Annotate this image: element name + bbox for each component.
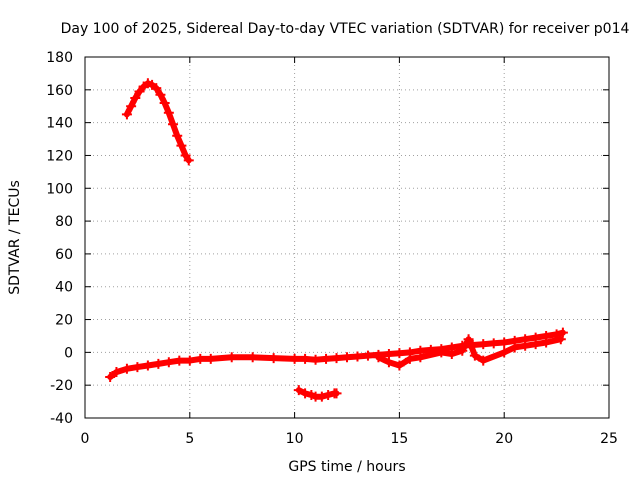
data-point — [323, 390, 334, 401]
data-point — [300, 353, 311, 364]
data-point — [172, 130, 183, 141]
data-points — [105, 78, 568, 402]
data-point — [555, 334, 566, 345]
data-point — [300, 388, 311, 399]
y-tick-label: -20 — [50, 378, 73, 394]
data-point — [446, 349, 457, 360]
data-point — [151, 83, 162, 94]
axis-ticks: 0 5 10 15 20 25 -40 -20 0 20 40 60 80 100 120 140 160 180 — [46, 50, 618, 447]
y-tick-label: 140 — [46, 116, 73, 132]
x-tick-label: 10 — [286, 431, 304, 447]
data-point — [174, 355, 185, 366]
x-axis-label: GPS time / hours — [288, 459, 405, 475]
data-point — [183, 155, 194, 166]
y-tick-label: 40 — [55, 280, 73, 296]
data-point — [268, 353, 279, 364]
data-point — [530, 339, 541, 350]
data-point — [293, 385, 304, 396]
data-point — [404, 353, 415, 364]
data-point — [310, 354, 321, 365]
data-point — [155, 89, 166, 100]
y-tick-label: 60 — [55, 247, 73, 263]
data-point — [132, 362, 143, 373]
data-point — [121, 109, 132, 120]
y-axis-label: SDTVAR / TECUs — [7, 180, 23, 295]
data-point — [362, 350, 373, 361]
data-point — [121, 363, 132, 374]
data-point — [415, 352, 426, 363]
x-tick-label: 15 — [390, 431, 408, 447]
y-tick-label: 100 — [46, 181, 73, 197]
data-point — [499, 347, 510, 358]
data-point — [184, 355, 195, 366]
data-point — [316, 391, 327, 402]
data-point — [478, 339, 489, 350]
data-point — [541, 337, 552, 348]
data-point — [126, 101, 137, 112]
x-tick-label: 25 — [600, 431, 618, 447]
data-point — [478, 355, 489, 366]
data-point — [289, 353, 300, 364]
data-point — [469, 350, 480, 361]
data-point — [205, 353, 216, 364]
data-point — [163, 107, 174, 118]
data-point — [557, 327, 568, 338]
data-point — [168, 119, 179, 130]
data-point — [163, 357, 174, 368]
data-point — [394, 360, 405, 371]
y-tick-label: -40 — [50, 411, 73, 427]
series-band-arc-high — [123, 80, 192, 164]
data-point — [509, 342, 520, 353]
data-point — [321, 353, 332, 364]
data-point — [457, 345, 468, 356]
data-point — [342, 352, 352, 363]
data-point — [105, 371, 116, 382]
data-point — [130, 93, 141, 104]
x-tick-label: 5 — [185, 431, 194, 447]
data-point — [436, 347, 447, 358]
data-point — [352, 351, 363, 362]
chart-title: Day 100 of 2025, Sidereal Day-to-day VTE… — [61, 21, 630, 37]
data-point — [195, 353, 206, 364]
data-point — [176, 140, 187, 151]
data-point — [383, 357, 394, 368]
data-point — [111, 367, 122, 378]
data-point — [520, 340, 531, 351]
data-point — [463, 334, 474, 345]
grid — [85, 57, 609, 418]
x-tick-label: 0 — [81, 431, 90, 447]
data-point — [247, 352, 258, 363]
x-tick-label: 20 — [495, 431, 513, 447]
plot-frame — [84, 56, 610, 419]
data-point — [226, 352, 237, 363]
y-tick-label: 0 — [64, 345, 73, 361]
data-point — [373, 352, 384, 363]
y-tick-label: 120 — [46, 148, 73, 164]
y-tick-label: 160 — [46, 83, 73, 99]
data-point — [499, 337, 510, 348]
data-point — [159, 97, 170, 108]
y-tick-label: 80 — [55, 214, 73, 230]
y-tick-label: 20 — [55, 313, 73, 329]
data-point — [331, 353, 342, 364]
y-tick-label: 180 — [46, 50, 73, 66]
data-point — [153, 358, 164, 369]
data-point — [394, 348, 405, 359]
data-point — [331, 388, 342, 399]
data-point — [488, 338, 499, 349]
data-point — [142, 360, 153, 371]
